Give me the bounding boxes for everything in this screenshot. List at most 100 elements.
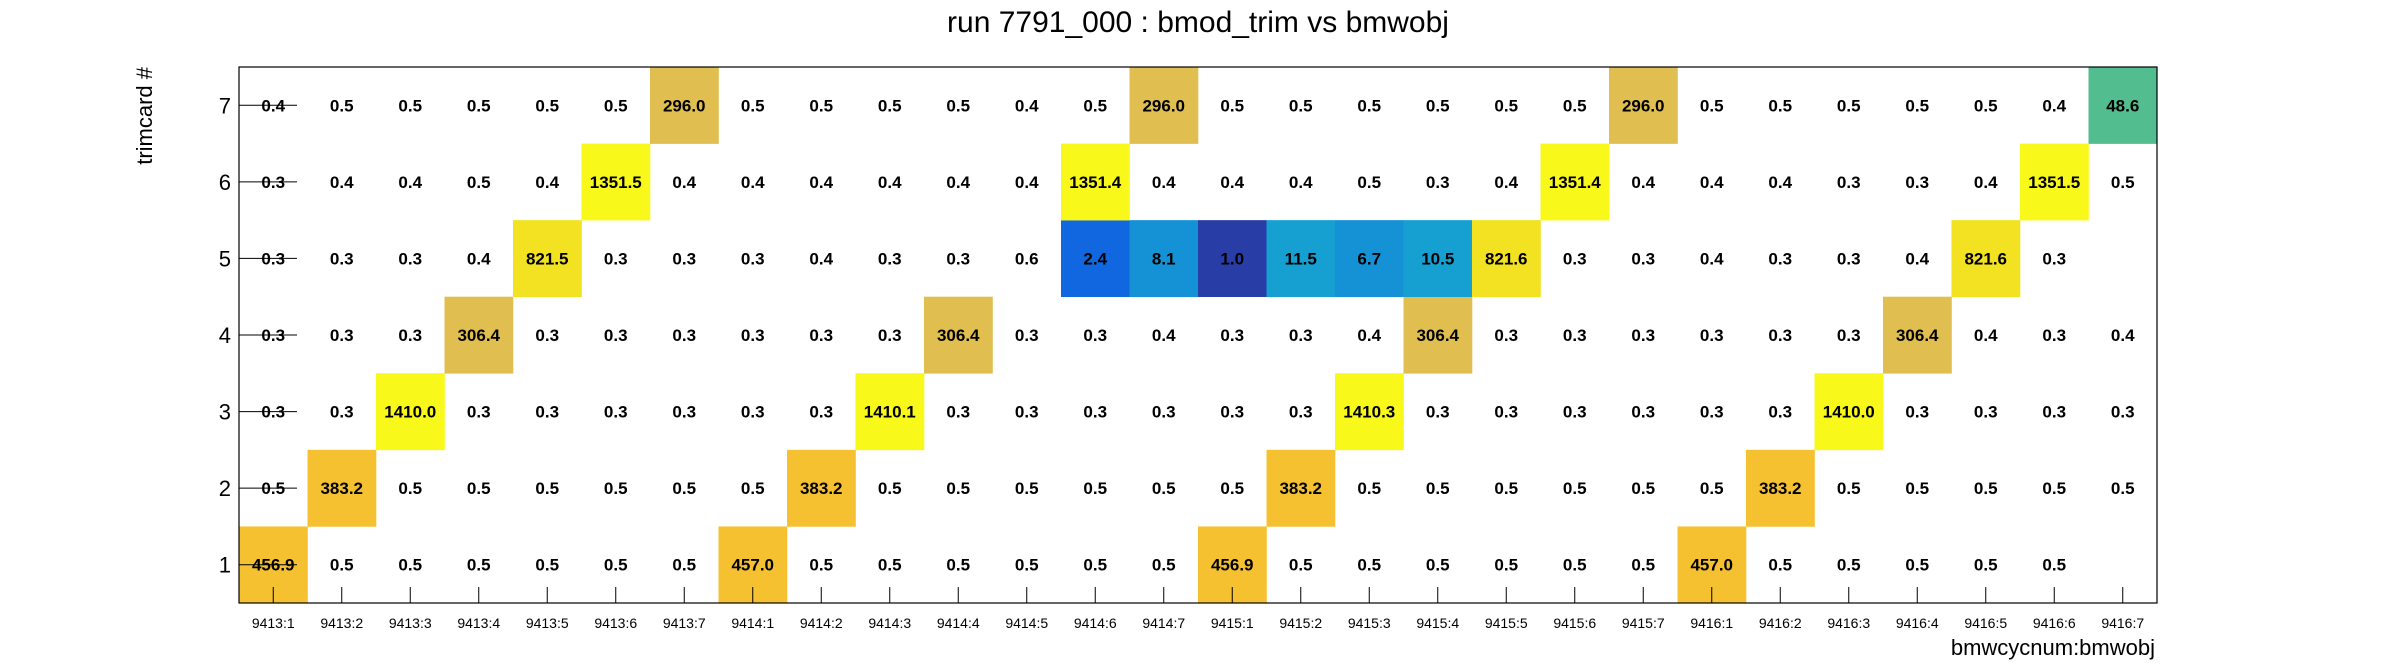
heatmap-cell bbox=[1198, 220, 1267, 298]
x-tick-label: 9416:2 bbox=[1759, 615, 1802, 631]
cell-value-label: 306.4 bbox=[457, 326, 500, 345]
x-tick-label: 9413:5 bbox=[526, 615, 569, 631]
x-tick-label: 9415:2 bbox=[1279, 615, 1322, 631]
heatmap-cell bbox=[444, 296, 514, 374]
cell-value-label: 0.4 bbox=[467, 249, 491, 268]
cell-value-label: 0.5 bbox=[1837, 556, 1861, 575]
cell-value-label: 0.3 bbox=[535, 326, 559, 345]
cell-value-label: 0.5 bbox=[672, 479, 696, 498]
cell-value-label: 0.4 bbox=[1015, 173, 1039, 192]
cell-value-label: 0.4 bbox=[1768, 173, 1792, 192]
heatmap-cell bbox=[513, 220, 582, 298]
cell-value-label: 0.5 bbox=[330, 96, 354, 115]
cell-value-label: 0.5 bbox=[1631, 479, 1655, 498]
cell-value-label: 0.5 bbox=[2111, 173, 2135, 192]
x-tick-label: 9415:5 bbox=[1485, 615, 1528, 631]
cell-value-label: 0.3 bbox=[1083, 403, 1107, 422]
cell-value-label: 0.3 bbox=[1974, 403, 1998, 422]
cell-value-label: 383.2 bbox=[1279, 479, 1322, 498]
x-tick-label: 9415:3 bbox=[1348, 615, 1391, 631]
cell-value-label: 821.6 bbox=[1485, 249, 1528, 268]
cell-value-label: 0.3 bbox=[878, 249, 902, 268]
y-axis-title: trimcard # bbox=[132, 66, 157, 165]
cell-value-label: 0.5 bbox=[1289, 96, 1313, 115]
cell-value-label: 457.0 bbox=[1690, 556, 1733, 575]
cell-value-label: 0.3 bbox=[2042, 403, 2066, 422]
cell-value-label: 0.5 bbox=[741, 479, 765, 498]
cell-value-label: 0.5 bbox=[1426, 556, 1450, 575]
cell-value-label: 0.3 bbox=[2042, 326, 2066, 345]
cell-value-label: 0.3 bbox=[672, 403, 696, 422]
heatmap-cell bbox=[2088, 67, 2158, 144]
cell-value-label: 0.5 bbox=[1015, 556, 1039, 575]
cell-value-label: 0.4 bbox=[672, 173, 696, 192]
cell-value-label: 0.4 bbox=[741, 173, 765, 192]
cell-value-label: 0.5 bbox=[535, 556, 559, 575]
cell-value-label: 0.4 bbox=[1357, 326, 1381, 345]
cell-value-label: 0.5 bbox=[1700, 479, 1724, 498]
cell-value-label: 0.4 bbox=[535, 173, 559, 192]
cell-value-label: 11.5 bbox=[1285, 249, 1317, 268]
cell-value-label: 0.5 bbox=[1768, 556, 1792, 575]
cell-value-label: 0.5 bbox=[398, 556, 422, 575]
cell-value-label: 48.6 bbox=[2106, 96, 2139, 115]
cell-value-label: 0.4 bbox=[1015, 96, 1039, 115]
cell-value-label: 383.2 bbox=[320, 479, 363, 498]
cell-value-label: 0.3 bbox=[1768, 403, 1792, 422]
cell-value-label: 0.5 bbox=[1357, 173, 1381, 192]
cell-value-label: 0.3 bbox=[1289, 326, 1313, 345]
x-tick-label: 9413:1 bbox=[252, 615, 295, 631]
cell-value-label: 0.5 bbox=[1357, 479, 1381, 498]
heatmap-cell bbox=[1129, 67, 1199, 144]
heatmap-cell bbox=[1129, 220, 1199, 298]
x-tick-label: 9414:6 bbox=[1074, 615, 1117, 631]
cell-value-label: 0.5 bbox=[1563, 479, 1587, 498]
cell-value-label: 0.3 bbox=[1015, 326, 1039, 345]
cell-value-label: 0.4 bbox=[1700, 173, 1724, 192]
cell-value-label: 0.4 bbox=[1974, 326, 1998, 345]
cell-value-label: 1351.5 bbox=[590, 173, 642, 192]
cell-value-label: 0.5 bbox=[1631, 556, 1655, 575]
cell-value-label: 0.4 bbox=[398, 173, 422, 192]
cell-value-label: 0.5 bbox=[1768, 96, 1792, 115]
cell-value-label: 10.5 bbox=[1421, 249, 1454, 268]
cell-value-label: 0.3 bbox=[1220, 326, 1244, 345]
cell-value-label: 0.5 bbox=[1905, 556, 1929, 575]
cell-value-label: 306.4 bbox=[937, 326, 980, 345]
cell-value-label: 0.4 bbox=[1700, 249, 1724, 268]
y-tick-label: 4 bbox=[219, 323, 231, 348]
cell-value-label: 0.5 bbox=[1220, 479, 1244, 498]
cell-value-label: 296.0 bbox=[663, 96, 706, 115]
cell-value-label: 296.0 bbox=[1622, 96, 1665, 115]
cell-value-label: 1.0 bbox=[1220, 249, 1244, 268]
x-tick-label: 9414:1 bbox=[731, 615, 774, 631]
cell-value-label: 0.3 bbox=[1494, 326, 1518, 345]
y-tick-label: 3 bbox=[219, 400, 231, 425]
cell-value-label: 0.5 bbox=[809, 96, 833, 115]
cell-value-label: 0.5 bbox=[2042, 556, 2066, 575]
cell-value-label: 0.3 bbox=[1768, 326, 1792, 345]
cell-value-label: 0.4 bbox=[809, 173, 833, 192]
cell-value-label: 1351.5 bbox=[2028, 173, 2080, 192]
cell-value-label: 1351.4 bbox=[1069, 173, 1122, 192]
heatmap-cell bbox=[1951, 220, 2021, 298]
cell-value-label: 0.3 bbox=[535, 403, 559, 422]
cell-value-label: 0.5 bbox=[1563, 96, 1587, 115]
cell-value-label: 0.5 bbox=[535, 479, 559, 498]
cell-value-label: 0.5 bbox=[1563, 556, 1587, 575]
x-tick-label: 9413:3 bbox=[389, 615, 432, 631]
cell-value-label: 0.3 bbox=[1837, 249, 1861, 268]
cell-value-label: 0.5 bbox=[1974, 96, 1998, 115]
heatmap-cell bbox=[1540, 143, 1610, 221]
cell-value-label: 0.3 bbox=[1494, 403, 1518, 422]
cell-value-label: 0.5 bbox=[946, 96, 970, 115]
cell-value-label: 0.5 bbox=[467, 96, 491, 115]
y-tick-label: 6 bbox=[219, 170, 231, 195]
y-tick-label: 2 bbox=[219, 476, 231, 501]
heatmap-cell bbox=[1403, 296, 1473, 374]
x-tick-label: 9416:1 bbox=[1690, 615, 1733, 631]
heatmap-cell bbox=[1403, 220, 1473, 298]
cell-value-label: 0.3 bbox=[2111, 403, 2135, 422]
cell-value-label: 0.6 bbox=[1015, 249, 1039, 268]
